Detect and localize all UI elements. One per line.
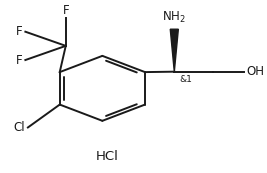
Text: HCl: HCl [96,150,119,163]
Text: F: F [62,4,69,17]
Polygon shape [170,29,178,72]
Text: &1: &1 [180,75,193,84]
Text: NH$_2$: NH$_2$ [162,10,186,25]
Text: F: F [16,53,23,67]
Text: Cl: Cl [14,121,25,134]
Text: OH: OH [246,65,264,78]
Text: F: F [16,25,23,38]
